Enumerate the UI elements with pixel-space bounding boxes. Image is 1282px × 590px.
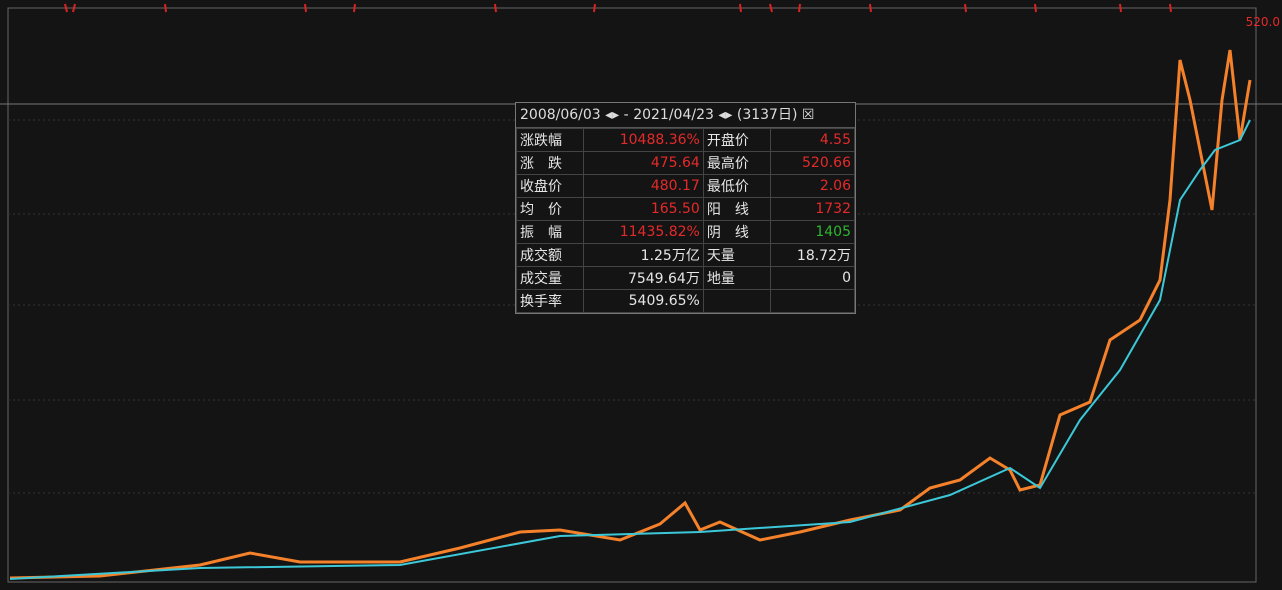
stats-row: 均 价 165.50 阳 线 1732 bbox=[515, 197, 855, 221]
stat-value: 520.66 bbox=[770, 151, 855, 175]
stat-value: 4.55 bbox=[770, 128, 855, 152]
max-label: 520.0 bbox=[1246, 15, 1280, 29]
stat-label: 收盘价 bbox=[515, 174, 585, 198]
stats-row: 成交额 1.25万亿 天量 18.72万 bbox=[515, 243, 855, 267]
frame bbox=[7, 7, 1257, 583]
stat-label: 成交额 bbox=[515, 243, 585, 267]
stat-label: 阳 线 bbox=[702, 197, 772, 221]
stats-table: 涨跌幅 10488.36% 开盘价 4.55 涨 跌 475.64 最高价 520.66 收盘价… bbox=[515, 128, 855, 313]
stat-label: 地量 bbox=[702, 266, 772, 290]
start-date[interactable]: 2008/06/03 bbox=[520, 107, 601, 123]
stat-value: 475.64 bbox=[583, 151, 704, 175]
stat-label: 最高价 bbox=[702, 151, 772, 175]
popup-header: 2008/06/03 ◂▸ - 2021/04/23 ◂▸ (3137日) ☒ bbox=[516, 103, 855, 128]
stat-value: 11435.82% bbox=[583, 220, 704, 244]
stat-value: 1732 bbox=[770, 197, 855, 221]
stat-value: 2.06 bbox=[770, 174, 855, 198]
stat-value: 7549.64万 bbox=[583, 266, 704, 290]
event-marks bbox=[64, 3, 1172, 13]
stat-value: 1.25万亿 bbox=[583, 243, 704, 267]
stat-value: 480.17 bbox=[583, 174, 704, 198]
stat-label: 换手率 bbox=[515, 289, 585, 313]
stats-row: 成交量 7549.64万 地量 0 bbox=[515, 266, 855, 290]
stat-value: 18.72万 bbox=[770, 243, 855, 267]
stat-label: 振 幅 bbox=[515, 220, 585, 244]
moving-average bbox=[9, 119, 1251, 580]
stat-value: 165.50 bbox=[583, 197, 704, 221]
stat-value bbox=[770, 289, 855, 313]
stat-label: 涨跌幅 bbox=[515, 128, 585, 152]
stat-value: 0 bbox=[770, 266, 855, 290]
end-date[interactable]: 2021/04/23 bbox=[633, 107, 714, 123]
stats-row: 收盘价 480.17 最低价 2.06 bbox=[515, 174, 855, 198]
stat-value: 10488.36% bbox=[583, 128, 704, 152]
stat-label: 均 价 bbox=[515, 197, 585, 221]
stat-label: 阴 线 bbox=[702, 220, 772, 244]
stats-row: 换手率 5409.65% bbox=[515, 289, 855, 313]
stat-value: 5409.65% bbox=[583, 289, 704, 313]
stat-label: 天量 bbox=[702, 243, 772, 267]
grid bbox=[8, 119, 1256, 494]
stat-label bbox=[702, 289, 772, 313]
stat-label: 开盘价 bbox=[702, 128, 772, 152]
separator: - bbox=[623, 107, 629, 123]
price-line bbox=[9, 49, 1252, 580]
stat-label: 涨 跌 bbox=[515, 151, 585, 175]
stat-value: 1405 bbox=[770, 220, 855, 244]
stats-row: 涨 跌 475.64 最高价 520.66 bbox=[515, 151, 855, 175]
day-count: (3137日) bbox=[736, 107, 798, 123]
stat-label: 最低价 bbox=[702, 174, 772, 198]
stat-label: 成交量 bbox=[515, 266, 585, 290]
stats-row: 涨跌幅 10488.36% 开盘价 4.55 bbox=[515, 128, 855, 152]
range-stats-popup: 2008/06/03 ◂▸ - 2021/04/23 ◂▸ (3137日) ☒ … bbox=[515, 102, 856, 314]
stats-row: 振 幅 11435.82% 阴 线 1405 bbox=[515, 220, 855, 244]
